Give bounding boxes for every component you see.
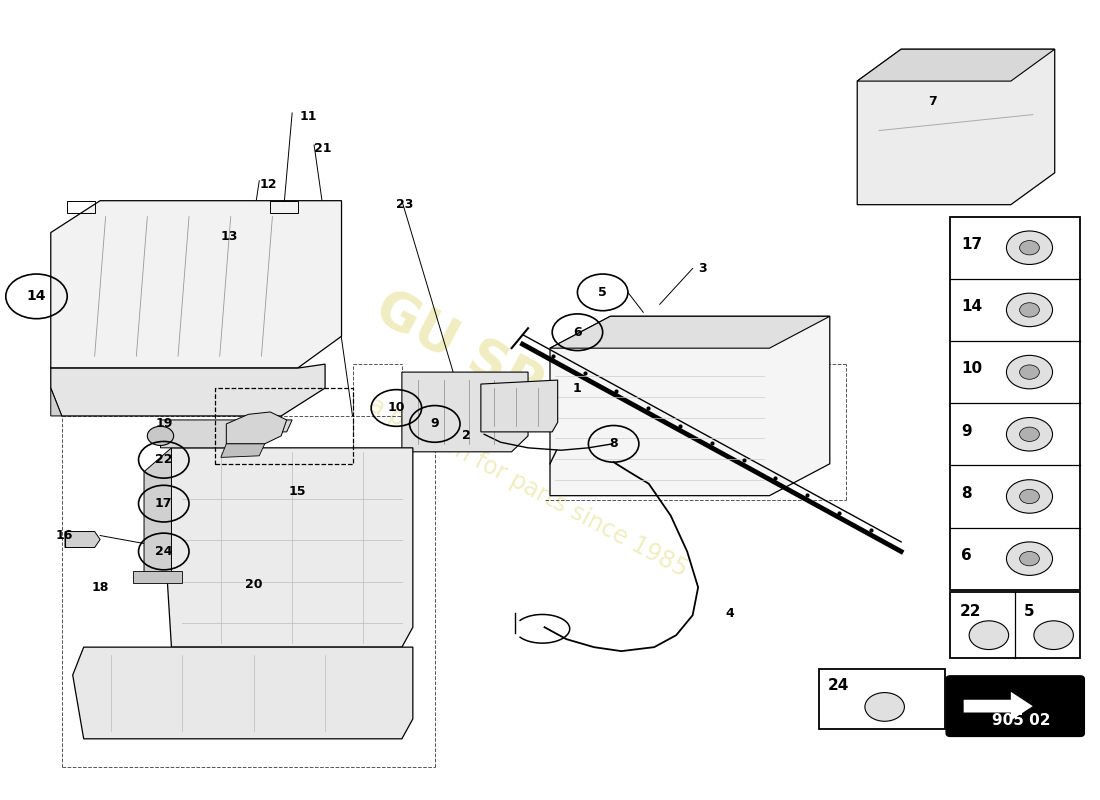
Text: 6: 6 <box>961 548 972 563</box>
Text: 8: 8 <box>609 438 618 450</box>
Text: 20: 20 <box>245 578 263 591</box>
Text: 3: 3 <box>698 262 706 275</box>
Polygon shape <box>65 531 100 547</box>
Circle shape <box>1020 365 1040 379</box>
Text: 10: 10 <box>387 402 405 414</box>
Polygon shape <box>144 448 172 575</box>
Bar <box>818 670 945 730</box>
Circle shape <box>1020 427 1040 442</box>
Text: 15: 15 <box>289 485 307 498</box>
Text: 13: 13 <box>221 230 239 243</box>
Text: 17: 17 <box>155 497 173 510</box>
Polygon shape <box>481 380 558 432</box>
Text: 1: 1 <box>573 382 582 394</box>
Polygon shape <box>550 316 829 348</box>
Circle shape <box>1020 241 1040 255</box>
Circle shape <box>1034 621 1074 650</box>
Polygon shape <box>73 647 412 739</box>
Polygon shape <box>51 364 326 416</box>
Bar <box>271 201 298 213</box>
Circle shape <box>1006 542 1053 575</box>
Text: 5: 5 <box>598 286 607 299</box>
FancyBboxPatch shape <box>946 676 1085 737</box>
Polygon shape <box>550 316 829 496</box>
Text: 8: 8 <box>961 486 972 501</box>
Text: 17: 17 <box>961 237 982 252</box>
Polygon shape <box>161 448 412 647</box>
Text: 6: 6 <box>573 326 582 338</box>
Text: 9: 9 <box>961 424 972 438</box>
Circle shape <box>1006 480 1053 514</box>
Polygon shape <box>51 201 341 368</box>
Polygon shape <box>161 420 293 448</box>
Circle shape <box>1020 302 1040 317</box>
Polygon shape <box>964 692 1033 721</box>
Text: 22: 22 <box>959 604 981 618</box>
Circle shape <box>1006 231 1053 265</box>
Polygon shape <box>402 372 528 452</box>
Text: 24: 24 <box>827 678 849 693</box>
Text: 9: 9 <box>430 418 439 430</box>
Bar <box>67 201 95 213</box>
Text: 19: 19 <box>155 418 173 430</box>
Text: 7: 7 <box>928 94 937 107</box>
Circle shape <box>969 621 1009 650</box>
Polygon shape <box>857 50 1055 81</box>
Polygon shape <box>51 388 62 416</box>
Circle shape <box>147 426 174 446</box>
Text: 4: 4 <box>726 607 735 620</box>
Text: 5: 5 <box>1024 604 1035 618</box>
Text: 21: 21 <box>315 142 331 155</box>
Text: a passion for parts since 1985: a passion for parts since 1985 <box>365 394 692 582</box>
Text: 22: 22 <box>155 454 173 466</box>
Text: 10: 10 <box>961 362 982 377</box>
Text: 23: 23 <box>396 198 414 211</box>
Circle shape <box>1020 490 1040 504</box>
Text: 14: 14 <box>961 299 982 314</box>
Text: 24: 24 <box>155 545 173 558</box>
Text: 2: 2 <box>462 430 471 442</box>
Circle shape <box>865 693 904 722</box>
Polygon shape <box>857 50 1055 205</box>
Text: 11: 11 <box>300 110 317 123</box>
Text: GU SPORTS: GU SPORTS <box>366 282 690 486</box>
Bar <box>950 217 1080 590</box>
Text: 14: 14 <box>26 290 46 303</box>
Bar <box>950 592 1080 658</box>
Polygon shape <box>227 412 287 444</box>
Polygon shape <box>133 571 183 583</box>
Circle shape <box>1006 355 1053 389</box>
Text: 18: 18 <box>91 581 109 594</box>
Text: 12: 12 <box>260 178 277 191</box>
Bar <box>216 388 352 464</box>
Circle shape <box>1006 293 1053 326</box>
Circle shape <box>1006 418 1053 451</box>
Text: 16: 16 <box>55 529 73 542</box>
Circle shape <box>1020 551 1040 566</box>
Text: 905 02: 905 02 <box>992 713 1050 728</box>
Polygon shape <box>221 444 265 458</box>
